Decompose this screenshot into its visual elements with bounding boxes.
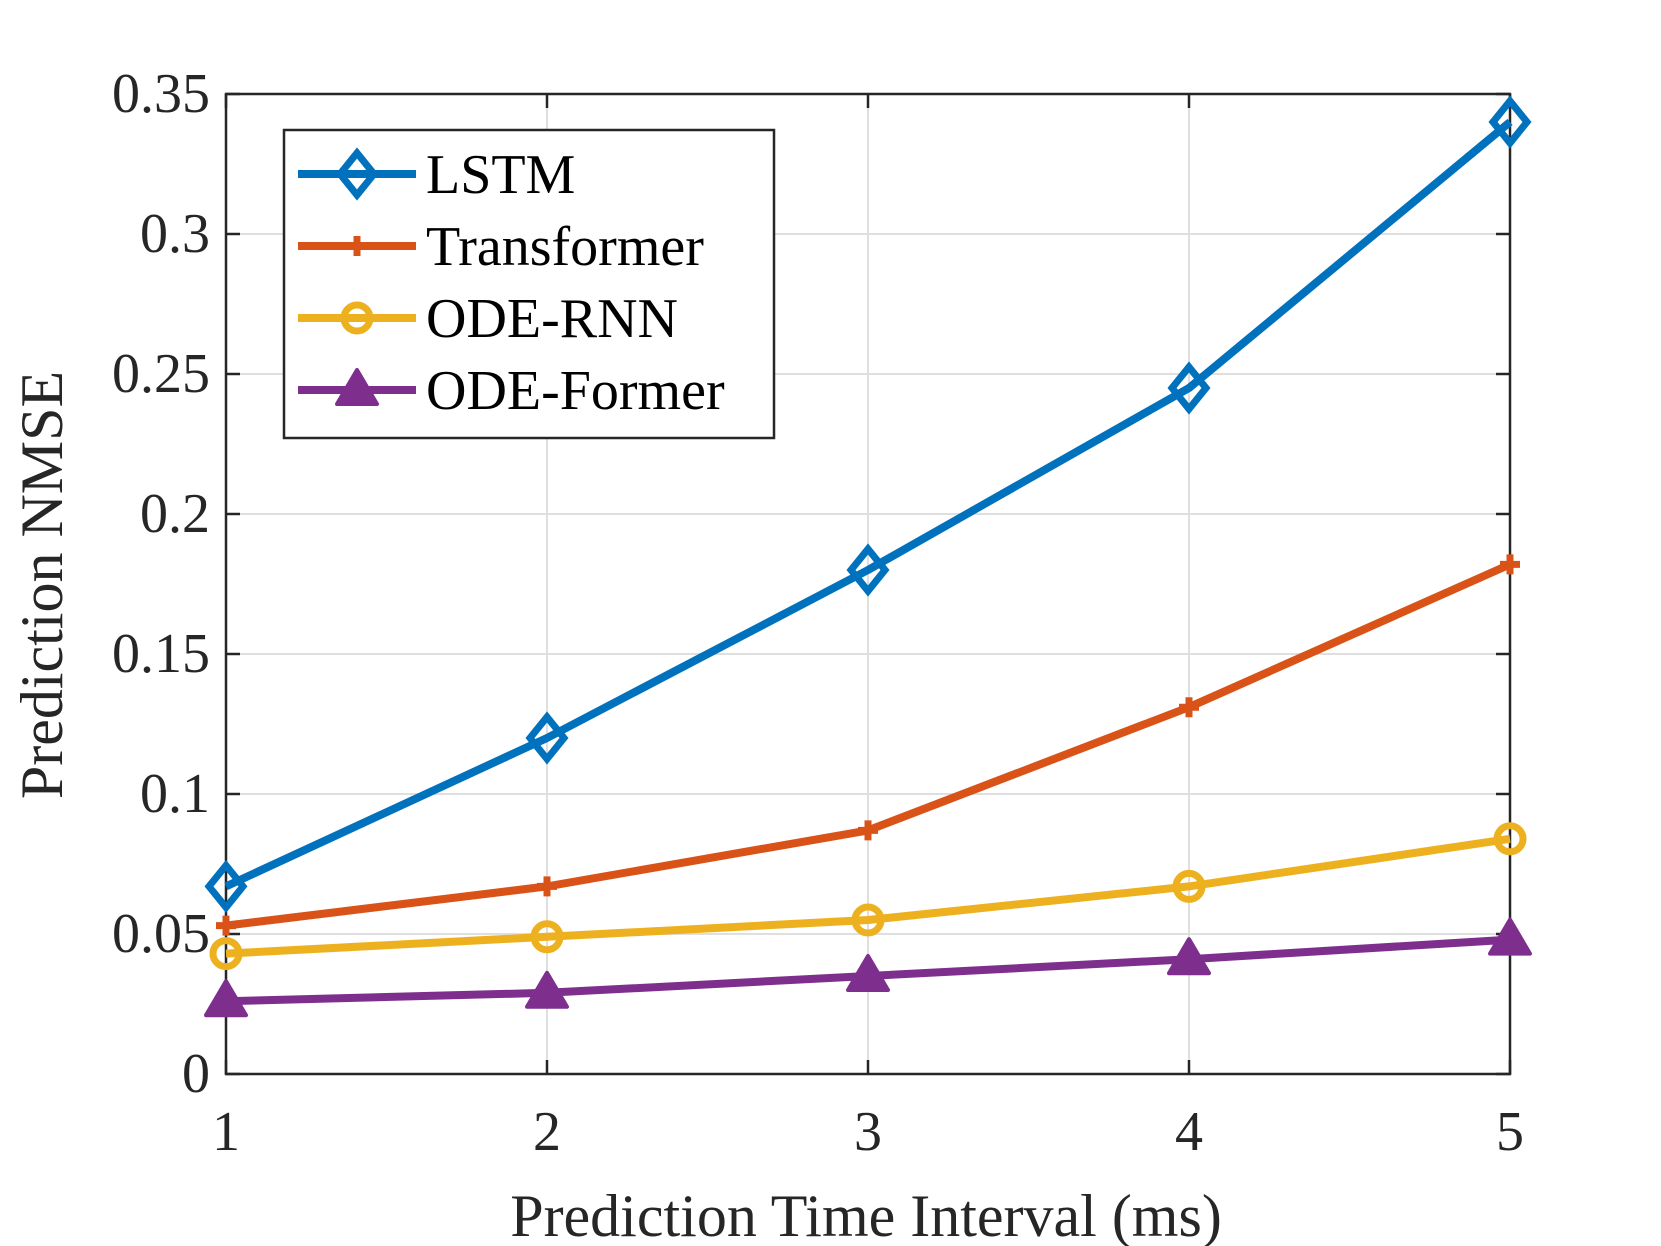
series-layer xyxy=(204,95,1532,1018)
y-axis-title: Prediction NMSE xyxy=(9,371,75,799)
series-transformer xyxy=(216,554,1520,936)
data-point-ode-former xyxy=(204,979,248,1018)
legend-label: ODE-RNN xyxy=(426,288,678,350)
y-tick-label: 0.15 xyxy=(112,623,210,685)
legend: LSTM Transformer ODE-RNN ODE-Former xyxy=(282,128,776,440)
data-point-transformer xyxy=(216,915,236,936)
data-point-transformer xyxy=(1179,697,1199,718)
legend-label: LSTM xyxy=(426,144,575,206)
legend-swatch-marker xyxy=(335,147,379,201)
legend-swatch-marker xyxy=(347,236,367,256)
data-point-lstm xyxy=(525,711,569,765)
series-lstm xyxy=(204,95,1532,913)
legend-entry-lstm: LSTM xyxy=(298,144,575,206)
x-tick-label: 2 xyxy=(533,1101,561,1163)
data-point-transformer xyxy=(537,876,557,897)
data-point-ode-rnn xyxy=(1493,822,1527,856)
legend-swatch-marker xyxy=(335,368,379,406)
data-point-ode-rnn xyxy=(851,903,885,937)
data-point-ode-rnn xyxy=(209,937,243,971)
legend-swatch-marker xyxy=(340,301,374,335)
data-point-transformer xyxy=(858,820,878,841)
legend-label: ODE-Former xyxy=(426,360,725,422)
legend-entry-transformer: Transformer xyxy=(298,216,704,278)
x-tick-label: 5 xyxy=(1496,1101,1524,1163)
data-point-lstm xyxy=(1488,95,1532,149)
series-ode-former xyxy=(204,917,1532,1018)
y-tick-label: 0 xyxy=(182,1043,210,1105)
data-point-ode-former xyxy=(525,970,569,1009)
y-tick-label: 0.2 xyxy=(140,483,210,545)
data-point-ode-former xyxy=(846,954,890,992)
x-axis-title: Prediction Time Interval (ms) xyxy=(510,1183,1222,1246)
y-tick-label: 0.3 xyxy=(140,203,210,265)
data-point-transformer xyxy=(1500,554,1520,575)
x-tick-label: 3 xyxy=(854,1101,882,1163)
data-point-lstm xyxy=(1167,361,1211,415)
data-point-ode-rnn xyxy=(530,920,564,954)
grid xyxy=(226,94,1510,1074)
series-line-ode-rnn xyxy=(225,834,1511,958)
y-tick-label: 0.1 xyxy=(140,763,210,825)
legend-entry-ode-rnn: ODE-RNN xyxy=(298,288,678,350)
y-tick-label: 0.25 xyxy=(112,343,210,405)
data-point-lstm xyxy=(846,543,890,597)
legend-entry-ode-former: ODE-Former xyxy=(298,360,725,422)
y-tick-label: 0.05 xyxy=(112,903,210,965)
data-point-ode-former xyxy=(1167,937,1211,976)
x-tick-label: 4 xyxy=(1175,1101,1203,1163)
series-line-lstm xyxy=(224,118,1513,891)
data-point-lstm xyxy=(204,859,248,913)
data-point-ode-rnn xyxy=(1172,869,1206,903)
legend-label: Transformer xyxy=(426,216,704,278)
axes: 1 2 3 4 5 0 0.05 0.1 0.15 0.2 0.25 0.3 0.35 xyxy=(112,63,1524,1163)
x-tick-label: 1 xyxy=(212,1101,240,1163)
y-tick-label: 0.35 xyxy=(112,63,210,125)
series-ode-rnn xyxy=(209,822,1527,971)
data-point-ode-former xyxy=(1488,917,1532,956)
